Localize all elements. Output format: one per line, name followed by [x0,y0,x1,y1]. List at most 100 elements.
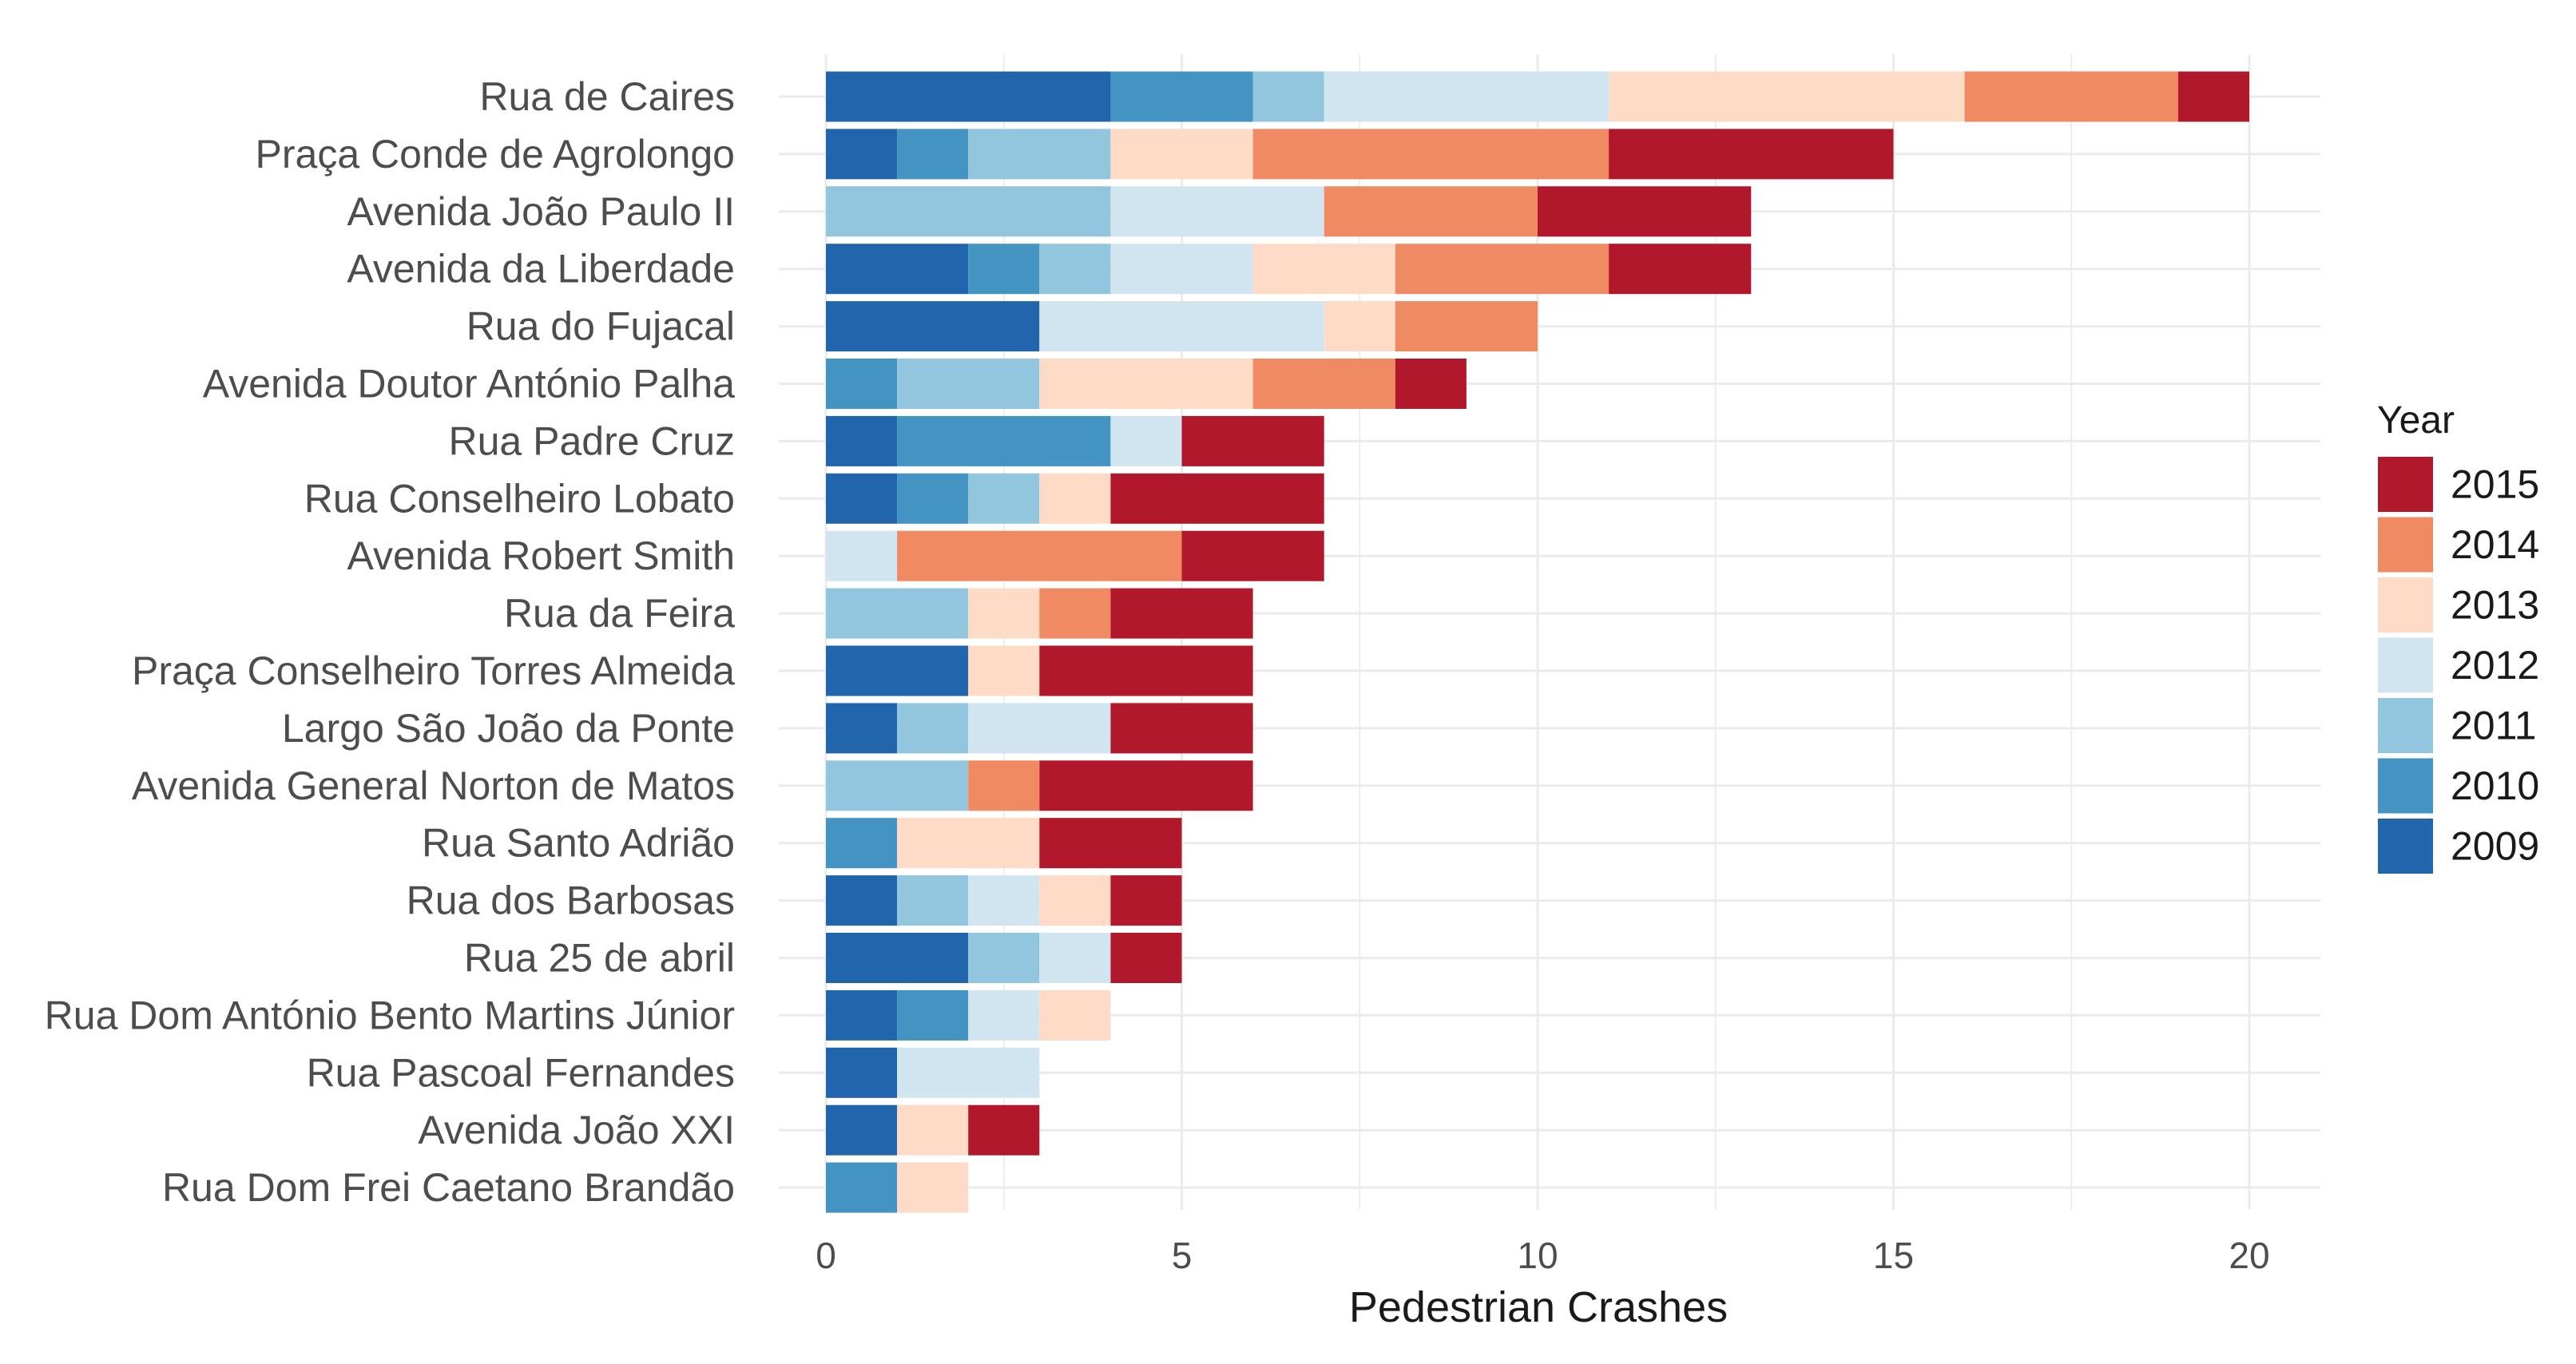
legend-label-2013: 2013 [2451,583,2539,628]
category-label: Avenida João XXI [418,1108,735,1152]
bar-segment [897,1104,969,1156]
bar-segment [1039,244,1111,295]
category-label: Rua 25 de abril [464,936,735,981]
legend-key-2012 [2378,637,2433,693]
bar-segment [1039,588,1111,639]
bar-segment [897,1047,1040,1098]
bar-segment [1252,129,1610,180]
bar-segment [1110,933,1182,983]
bar-segment [1039,301,1324,352]
category-label: Rua da Feira [504,591,735,636]
bar-segment [1181,415,1324,466]
bar-segment [1110,875,1182,926]
bar-segment [1039,989,1111,1041]
bar-segment [1039,933,1111,983]
bar-segment [1324,186,1538,237]
bar-segment [897,818,1040,869]
category-label: Rua do Fujacal [466,304,735,349]
bar-segment [968,703,1111,754]
bar-segment [897,703,969,754]
category-label: Avenida General Norton de Matos [132,763,735,808]
bar-segment [826,760,969,811]
legend: Year 2015 2014 2013 2012 2011 2010 2009 [2377,399,2539,874]
bar-segment [826,645,969,696]
bar-segment [1395,244,1610,295]
category-label: Rua dos Barbosas [407,878,735,923]
bar-segment [1110,415,1182,466]
legend-label-2009: 2009 [2451,824,2539,869]
bar-segment [897,875,969,926]
bar-segment [1110,588,1253,639]
bar-segment [1252,71,1324,122]
legend-title: Year [2377,399,2455,442]
category-label: Largo São João da Ponte [282,706,735,751]
bar-segment [1609,129,1894,180]
legend-key-2009 [2378,819,2433,874]
bar-segment [1039,473,1111,524]
bar-segment [1609,244,1752,295]
bar-segment [897,415,1111,466]
bar-segment [826,588,969,639]
category-label: Praça Conselheiro Torres Almeida [132,648,735,693]
bar-segment [826,129,898,180]
legend-key-2014 [2378,517,2433,573]
category-label: Praça Conde de Agrolongo [256,132,735,176]
bar-segment [1039,359,1253,409]
legend-label-2014: 2014 [2451,522,2539,567]
bar-segment [2177,71,2249,122]
bar-segment [1039,818,1182,869]
bar-segment [1110,473,1324,524]
category-label: Rua Conselheiro Lobato [304,476,735,521]
x-tick-label: 20 [2229,1235,2269,1276]
x-tick-label: 5 [1172,1235,1193,1276]
legend-key-2011 [2378,698,2433,753]
bar-segment [897,359,1040,409]
bar-segment [826,818,898,869]
bar-segment [1110,186,1324,237]
legend-key-2010 [2378,758,2433,814]
category-label: Rua Dom Frei Caetano Brandão [162,1165,735,1210]
bar-segment [968,1104,1040,1156]
legend-key-2015 [2378,457,2433,512]
bar-segment [1110,71,1253,122]
bar-segment [1110,244,1253,295]
bar-segment [826,71,1111,122]
bar-segment [1538,186,1752,237]
bar-segment [968,244,1040,295]
bar-segment [826,989,898,1041]
bar-segment [826,186,1111,237]
category-labels: Rua de Caires Praça Conde de Agrolongo Ave… [45,74,736,1210]
bar-segment [826,473,898,524]
bar-segment [826,301,1040,352]
x-tick-label: 15 [1873,1235,1914,1276]
legend-label-2015: 2015 [2451,462,2539,507]
category-label: Avenida Doutor António Palha [203,362,735,406]
bar-segment [968,645,1040,696]
bar-segment [1395,301,1538,352]
legend-label-2012: 2012 [2451,643,2539,688]
bar-segment [826,875,898,926]
bar-segment [1252,359,1395,409]
bar-segment [826,244,969,295]
category-label: Rua Dom António Bento Martins Júnior [45,993,735,1037]
bar-segment [968,989,1040,1041]
bar-segment [826,1047,898,1098]
bar-layer [826,71,2249,1213]
bar-segment [1324,301,1395,352]
bar-segment [897,989,969,1041]
bar-segment [1324,71,1610,122]
category-label: Rua de Caires [479,74,735,119]
bar-segment [826,359,898,409]
bar-segment [968,875,1040,926]
x-tick-labels: 0 5 10 15 20 [816,1235,2269,1276]
bar-segment [897,1162,969,1213]
x-axis-title: Pedestrian Crashes [1349,1283,1728,1331]
bar-segment [968,473,1040,524]
bar-segment [968,933,1040,983]
bar-segment [1964,71,2178,122]
bar-segment [826,530,898,581]
legend-label-2010: 2010 [2451,763,2539,808]
legend-label-2011: 2011 [2451,704,2537,748]
